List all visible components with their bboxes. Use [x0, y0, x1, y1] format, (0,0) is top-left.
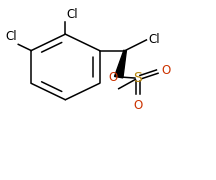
- Text: O: O: [108, 71, 117, 84]
- Text: Cl: Cl: [149, 33, 160, 46]
- Text: Cl: Cl: [6, 30, 17, 44]
- Text: O: O: [133, 99, 143, 112]
- Text: S: S: [133, 71, 142, 85]
- Text: Cl: Cl: [67, 8, 78, 21]
- Text: O: O: [161, 64, 171, 77]
- Polygon shape: [114, 50, 126, 78]
